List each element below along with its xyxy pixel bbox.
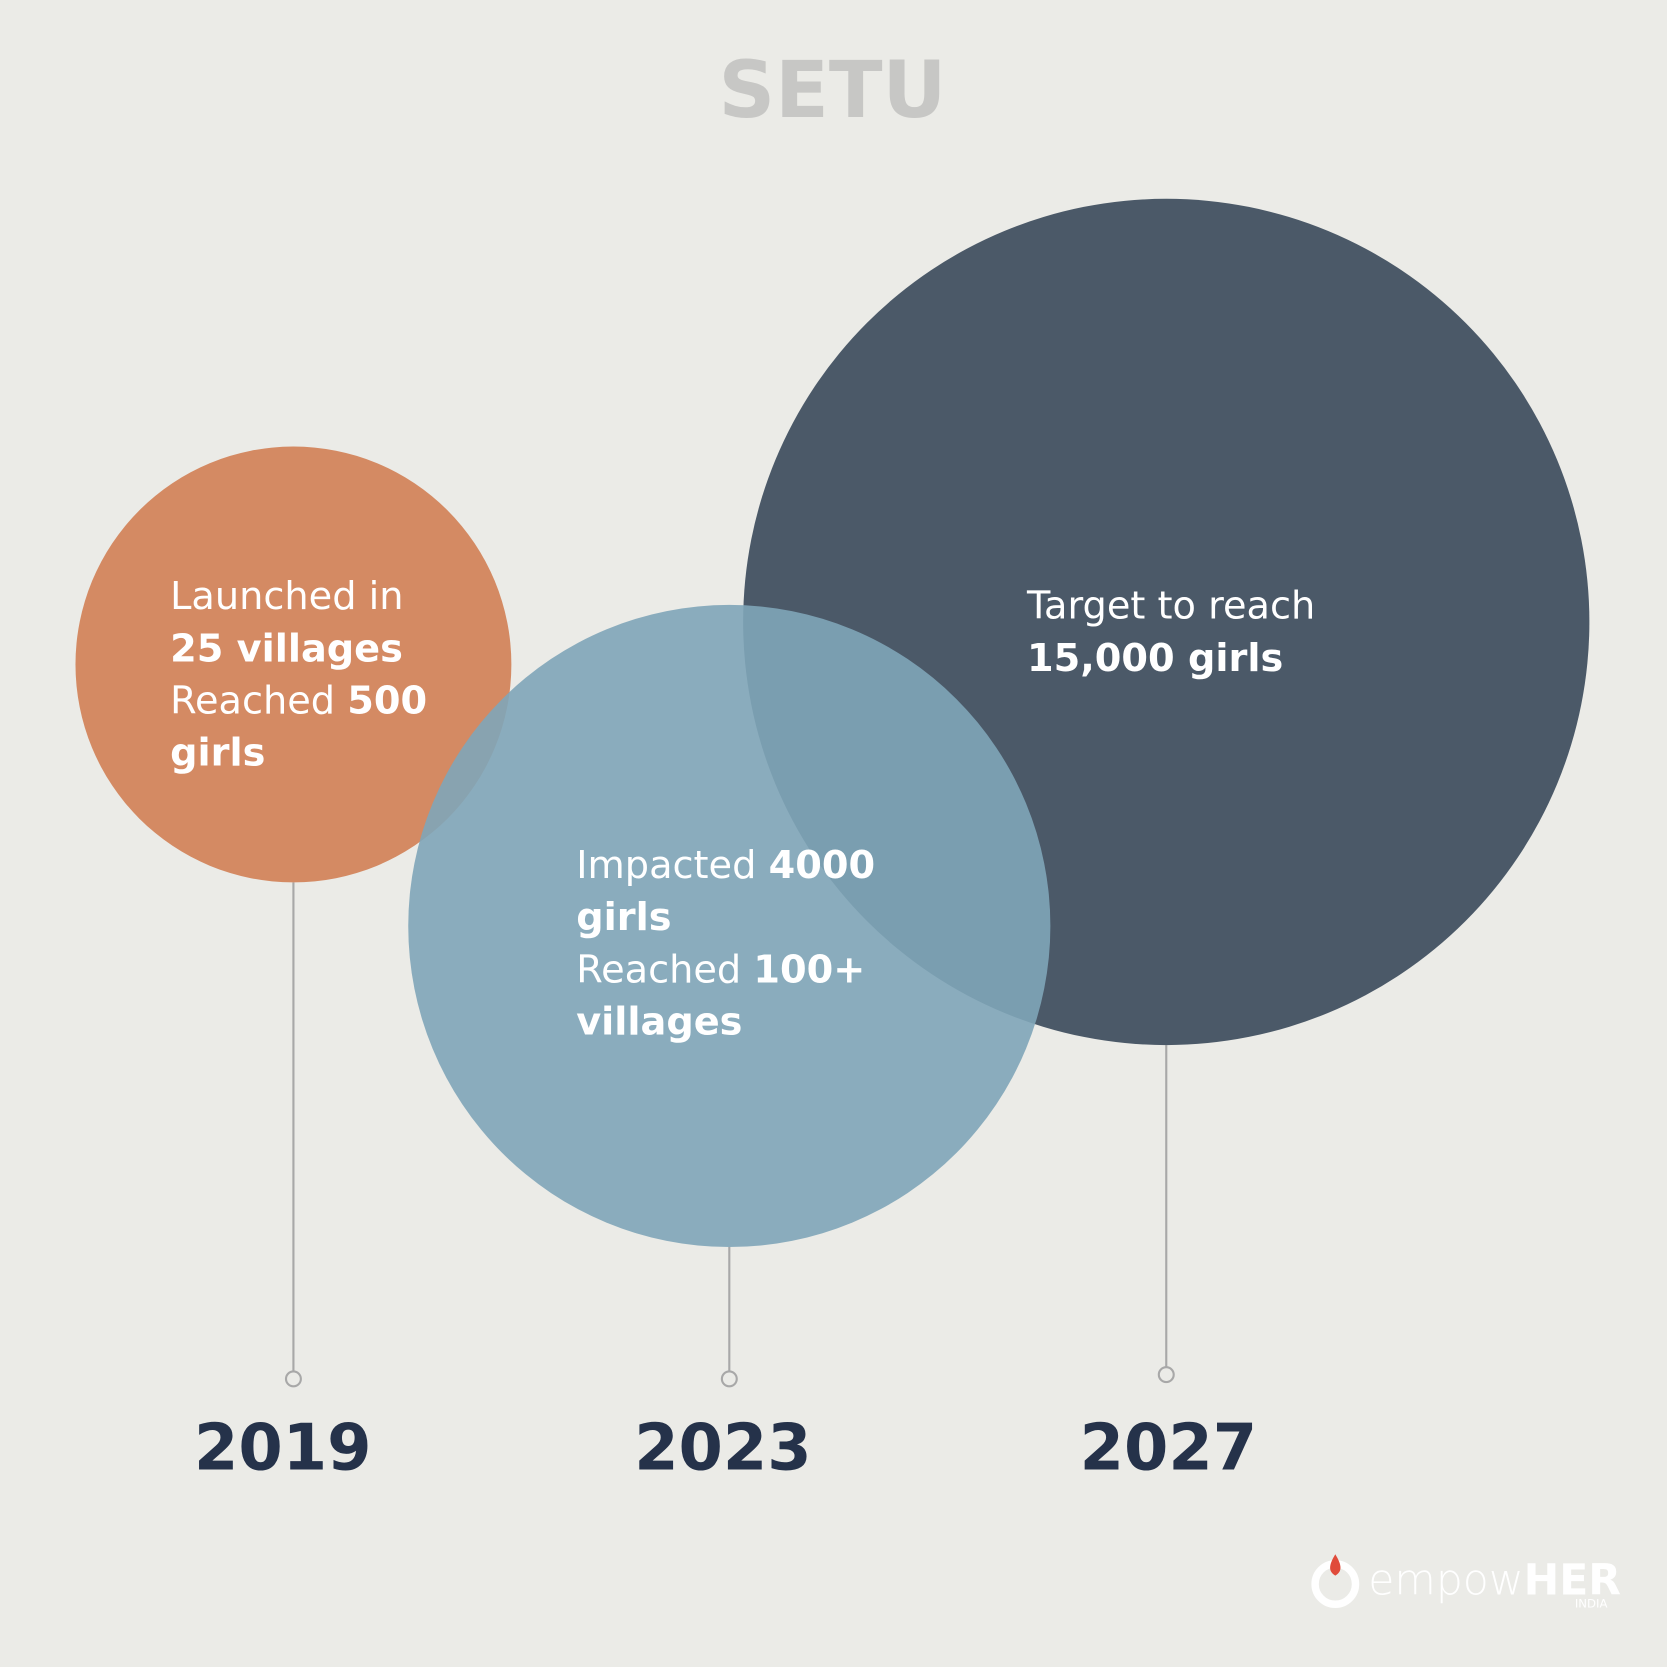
text-run: Launched in [170, 574, 403, 619]
bold-text: 25 villages [170, 626, 403, 671]
bold-text: 15,000 girls [1027, 636, 1283, 681]
milestone-line: girls [170, 730, 265, 775]
logo-emphasis: HER [1524, 1557, 1621, 1606]
milestone-line: villages [576, 999, 742, 1044]
text-run: Impacted [576, 843, 768, 888]
logo-drop [1330, 1554, 1341, 1576]
logo: empowHER INDIA [1311, 1554, 1621, 1610]
text-run: Target to reach [1026, 584, 1315, 629]
connector-dot [284, 1370, 302, 1388]
milestone-line: Reached 100+ [576, 947, 865, 992]
milestone-line: Target to reach [1026, 584, 1315, 629]
connector-dot [720, 1370, 738, 1388]
milestone-line: 25 villages [170, 626, 403, 671]
connector-dot [1157, 1366, 1175, 1384]
year-label: 2023 [634, 1411, 811, 1485]
year-label: 2019 [194, 1411, 371, 1485]
text-run: Reached [576, 947, 753, 992]
bold-text: 100+ [753, 947, 865, 992]
logo-sub: INDIA [1575, 1596, 1608, 1610]
bold-text: villages [576, 999, 742, 1044]
connectors [284, 882, 1175, 1388]
text-run: Reached [170, 678, 347, 723]
logo-word: empow [1368, 1557, 1523, 1606]
circle-2023 [408, 604, 1051, 1248]
bold-text: girls [576, 895, 671, 940]
bold-text: girls [170, 730, 265, 775]
milestone-texts: 2019 Launched in 25 villages Reached 500 gir… [170, 574, 1315, 1485]
milestone-line: Impacted 4000 [576, 843, 875, 888]
milestone-line: Launched in [170, 574, 403, 619]
milestone-line: girls [576, 895, 671, 940]
logo-text: empowHER [1368, 1557, 1621, 1606]
title: SETU [718, 44, 946, 136]
year-label: 2027 [1080, 1411, 1257, 1485]
milestone-line: Reached 500 [170, 678, 427, 723]
bold-text: 4000 [769, 843, 876, 888]
circle-2019 [75, 446, 512, 883]
milestone-line: 15,000 girls [1027, 636, 1283, 681]
bold-text: 500 [347, 678, 427, 723]
